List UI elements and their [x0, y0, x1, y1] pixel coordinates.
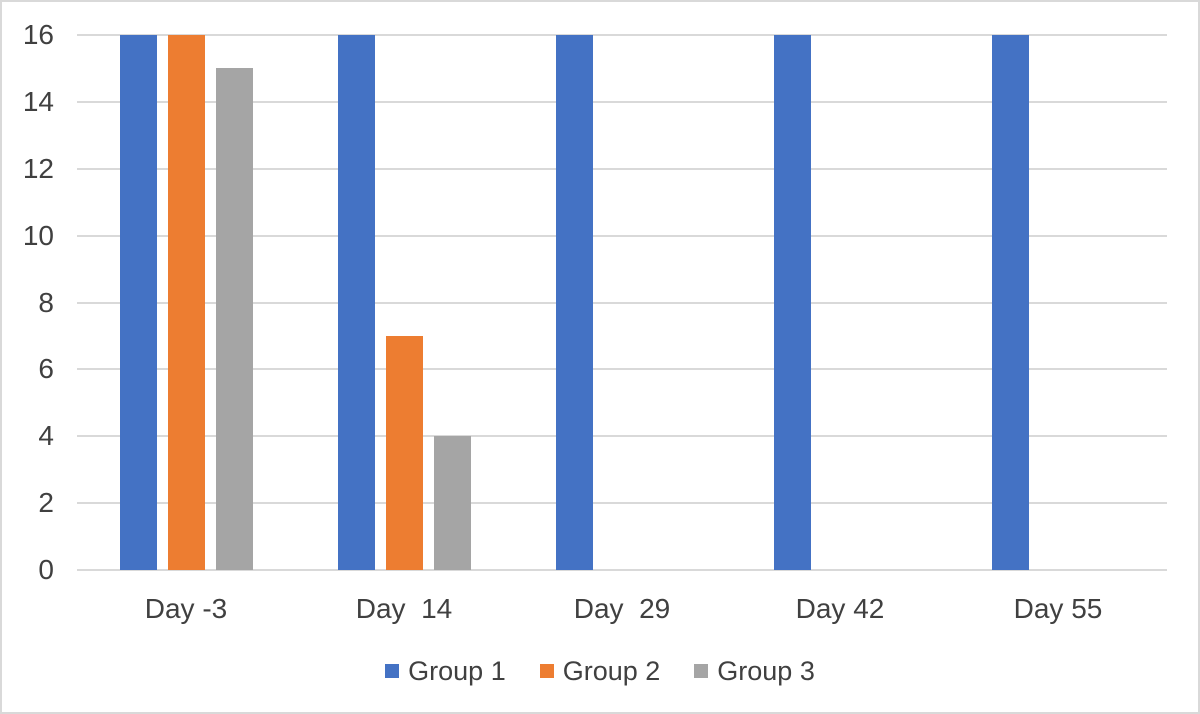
- bar-group-1-cat3: [773, 35, 811, 570]
- legend-item-group-1: Group 1: [385, 656, 506, 686]
- gridline-y2: [77, 502, 1167, 505]
- legend-label: Group 3: [717, 656, 815, 686]
- y-tick-label: 6: [38, 353, 54, 385]
- gridline-y16: [77, 34, 1167, 36]
- legend: Group 1 Group 2 Group 3: [2, 654, 1198, 688]
- bar-group-2-cat1: [385, 335, 423, 570]
- y-tick-label: 10: [22, 219, 54, 251]
- bar-group-1-cat2: [555, 35, 593, 570]
- bar-group-1-cat0: [119, 35, 157, 570]
- x-category-label: Day -3: [144, 593, 228, 624]
- bar-group-1-cat4: [991, 35, 1029, 570]
- y-tick-label: 0: [38, 554, 54, 585]
- legend-swatch-icon: [694, 664, 709, 678]
- legend-label: Group 1: [408, 656, 506, 686]
- gridline-y6: [77, 368, 1167, 371]
- x-category-label: Day 42: [795, 593, 885, 624]
- gridline-y14: [77, 100, 1167, 103]
- y-tick-label: 4: [38, 420, 54, 452]
- gridline-y4: [77, 435, 1167, 438]
- legend-item-group-3: Group 3: [694, 656, 815, 686]
- gridline-y10: [77, 234, 1167, 237]
- bar-group-2-cat0: [167, 35, 205, 570]
- bar-group-3-cat1: [433, 436, 471, 570]
- x-category-label: Day 14: [355, 593, 453, 624]
- gridline-y0: [77, 569, 1167, 571]
- plot-area: [77, 34, 1167, 571]
- legend-swatch-icon: [385, 664, 400, 678]
- x-category-label: Day 55: [1013, 593, 1103, 624]
- bar-group-3-cat0: [215, 68, 253, 570]
- y-axis: 0 2 4 6 8 10 12 14 16: [2, 2, 54, 712]
- legend-item-group-2: Group 2: [539, 656, 661, 686]
- y-tick-label: 8: [38, 286, 54, 318]
- gridline-y12: [77, 167, 1167, 170]
- gridline-y8: [77, 301, 1167, 304]
- x-category-label: Day 29: [573, 593, 671, 624]
- bar-group-1-cat1: [337, 35, 375, 570]
- x-axis: Day -3 Day 14 Day 29 Day 42 Day 55: [77, 592, 1167, 626]
- legend-label: Group 2: [562, 656, 661, 686]
- y-tick-label: 2: [38, 487, 54, 519]
- y-tick-label: 16: [22, 19, 54, 50]
- legend-swatch-icon: [539, 664, 554, 678]
- y-tick-label: 14: [22, 85, 54, 117]
- y-tick-label: 12: [22, 152, 54, 184]
